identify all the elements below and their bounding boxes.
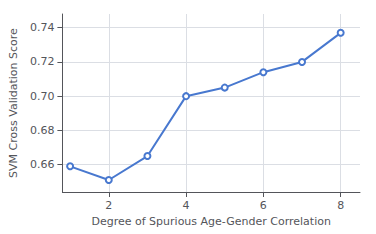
svg-text:0.70: 0.70 [30, 90, 55, 103]
svg-text:4: 4 [183, 199, 190, 212]
svg-text:Degree of Spurious Age-Gender: Degree of Spurious Age-Gender Correlatio… [91, 215, 330, 228]
svg-text:0.72: 0.72 [30, 55, 55, 68]
svg-text:SVM Cross Validation Score: SVM Cross Validation Score [7, 28, 20, 178]
svg-text:0.66: 0.66 [30, 158, 55, 171]
svg-text:0.74: 0.74 [30, 21, 55, 34]
svg-text:0.68: 0.68 [30, 124, 55, 137]
svg-text:6: 6 [260, 199, 267, 212]
svg-text:8: 8 [337, 199, 344, 212]
svg-text:2: 2 [105, 199, 112, 212]
